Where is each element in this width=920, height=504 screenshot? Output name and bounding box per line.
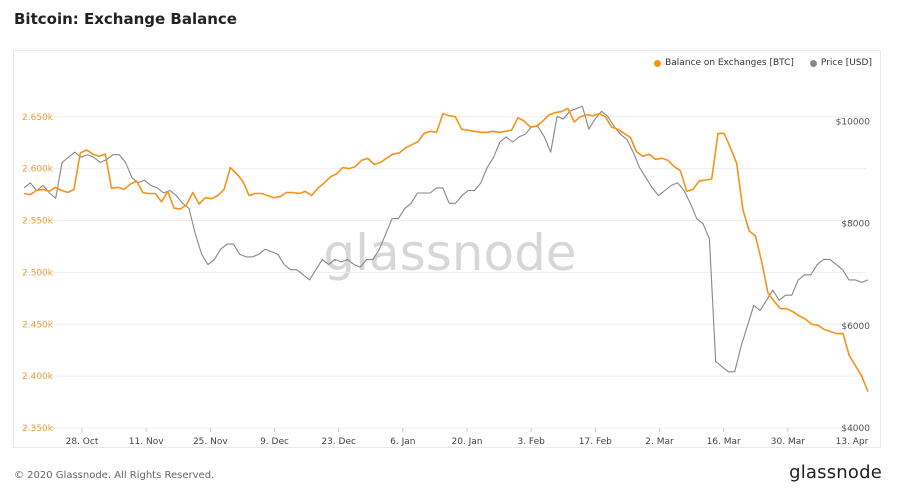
x-tick-label: 17. Feb	[579, 437, 612, 447]
x-tick-label: 28. Oct	[66, 437, 99, 447]
y-right-tick-label: $6000	[841, 322, 870, 332]
legend-dot-price	[809, 59, 817, 67]
chart-title: Bitcoin: Exchange Balance	[14, 10, 237, 28]
y-right-tick-label: $8000	[841, 220, 870, 230]
y-left-tick-label: 2.350k	[22, 424, 54, 434]
y-left-tick-label: 2.450k	[22, 320, 54, 330]
balance-series-line	[23, 107, 869, 392]
x-tick-label: 30. Mar	[771, 437, 805, 447]
legend-label-balance: Balance on Exchanges [BTC]	[665, 58, 794, 68]
watermark-text: glassnode	[323, 224, 576, 282]
y-left-tick-label: 2.550k	[22, 217, 54, 227]
legend-dot-balance	[654, 59, 662, 67]
x-tick-label: 6. Jan	[390, 437, 415, 447]
y-left-tick-label: 2.400k	[22, 372, 54, 382]
x-tick-label: 23. Dec	[321, 437, 356, 447]
x-tick-label: 20. Jan	[451, 437, 482, 447]
x-tick-label: 9. Dec	[260, 437, 289, 447]
x-tick-label: 3. Feb	[517, 437, 545, 447]
legend-label-price: Price [USD]	[820, 58, 872, 68]
brand-logo: glassnode	[789, 462, 882, 483]
y-right-tick-label: $4000	[841, 424, 870, 434]
copyright-text: © 2020 Glassnode. All Rights Reserved.	[14, 470, 215, 481]
price-series-line	[23, 105, 869, 373]
x-tick-label: 25. Nov	[193, 437, 228, 447]
y-right-tick-label: $10000	[836, 118, 871, 128]
x-tick-label: 13. Apr	[836, 437, 869, 447]
legend-item-price[interactable]: Price [USD]	[809, 58, 872, 68]
x-tick-label: 2. Mar	[645, 437, 674, 447]
y-left-tick-label: 2.500k	[22, 268, 54, 278]
legend-item-balance[interactable]: Balance on Exchanges [BTC]	[654, 58, 794, 68]
y-left-tick-label: 2.600k	[22, 165, 54, 175]
y-left-tick-label: 2.650k	[22, 113, 54, 123]
x-tick-label: 16. Mar	[707, 437, 741, 447]
x-tick-label: 11. Nov	[129, 437, 164, 447]
legend: Balance on Exchanges [BTC] Price [USD]	[654, 58, 872, 68]
